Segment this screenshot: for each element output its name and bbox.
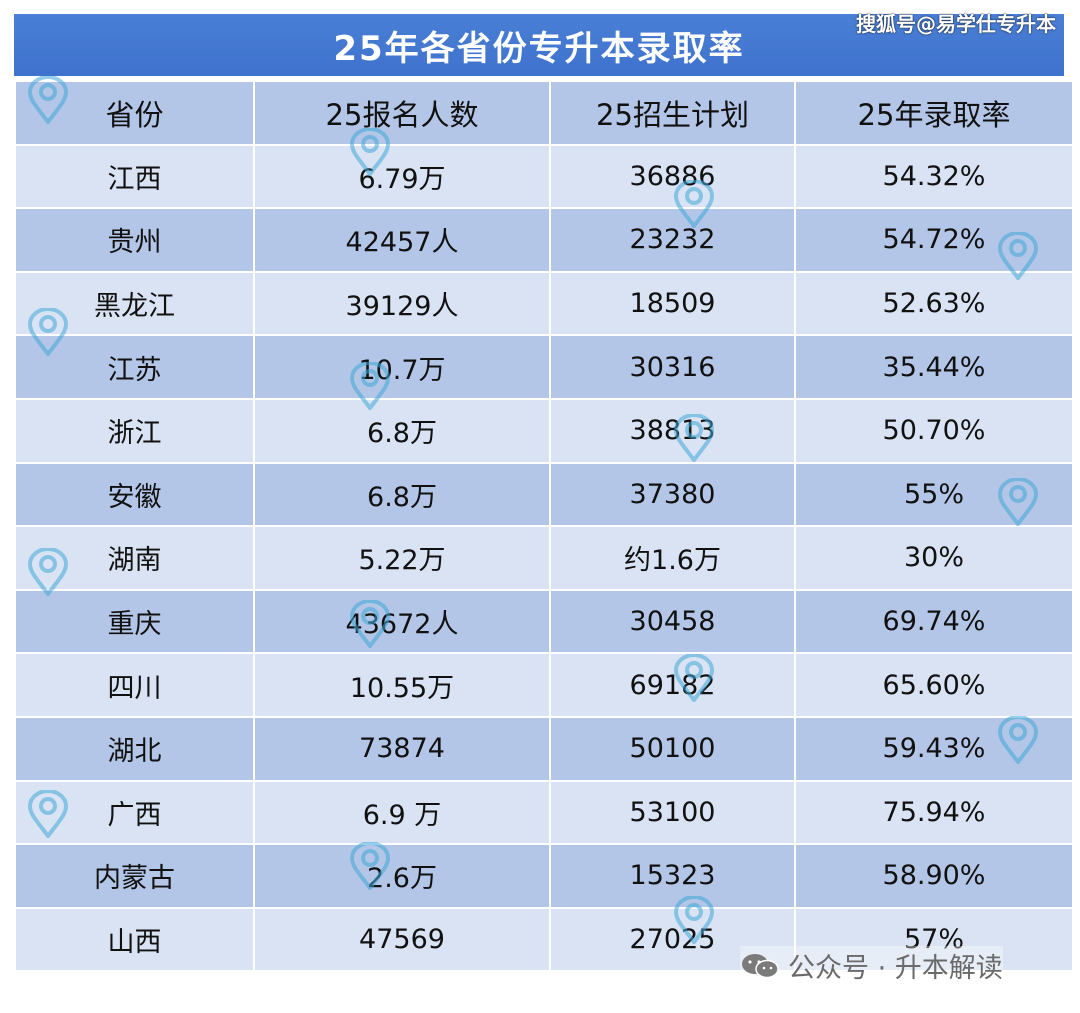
admission-rate-table: 省份 25报名人数 25招生计划 25年录取率 江西 6.79万 36886 54.3… — [14, 80, 1074, 973]
table-cell: 69182 — [549, 652, 796, 718]
table-cell: 39129人 — [253, 270, 551, 337]
table-cell: 54.72% — [794, 207, 1074, 273]
table-cell: 2.6万 — [253, 843, 551, 909]
table-cell: 43672人 — [253, 588, 551, 655]
table-row: 安徽 6.8万 37380 55% — [14, 461, 1074, 528]
table-cell: 10.55万 — [253, 652, 551, 718]
table-cell: 30458 — [549, 588, 796, 655]
table-row: 广西 6.9 万 53100 75.94% — [14, 779, 1074, 846]
table-cell: 35.44% — [794, 334, 1074, 400]
table-cell: 36886 — [549, 143, 796, 210]
table-cell: 50100 — [549, 715, 796, 782]
table-row: 湖北 73874 50100 59.43% — [14, 715, 1074, 782]
table-cell: 贵州 — [14, 207, 255, 273]
table-cell: 山西 — [14, 906, 255, 973]
table-cell: 6.9 万 — [253, 779, 551, 846]
table-cell: 四川 — [14, 652, 255, 718]
table-cell: 54.32% — [794, 143, 1074, 210]
table-row: 江苏 10.7万 30316 35.44% — [14, 334, 1074, 400]
wechat-icon — [742, 953, 779, 978]
table-cell: 内蒙古 — [14, 843, 255, 909]
table-row: 内蒙古 2.6万 15323 58.90% — [14, 843, 1074, 909]
table-title: 25年各省份专升本录取率 — [14, 14, 1064, 76]
header-cell: 25年录取率 — [794, 80, 1074, 146]
table-title-text: 25年各省份专升本录取率 — [333, 28, 745, 69]
table-cell: 58.90% — [794, 843, 1074, 909]
table-row: 江西 6.79万 36886 54.32% — [14, 143, 1074, 210]
table-row: 重庆 43672人 30458 69.74% — [14, 588, 1074, 655]
table-cell: 55% — [794, 461, 1074, 528]
table-cell: 52.63% — [794, 270, 1074, 337]
table-cell: 6.8万 — [253, 461, 551, 528]
table-cell: 23232 — [549, 207, 796, 273]
table-cell: 江苏 — [14, 334, 255, 400]
table-cell: 30% — [794, 525, 1074, 591]
table-cell: 6.79万 — [253, 143, 551, 210]
table-cell: 42457人 — [253, 207, 551, 273]
table-row: 贵州 42457人 23232 54.72% — [14, 207, 1074, 273]
table-cell: 38813 — [549, 397, 796, 464]
table-cell: 59.43% — [794, 715, 1074, 782]
table-cell: 湖南 — [14, 525, 255, 591]
header-cell: 25报名人数 — [253, 80, 551, 146]
table-row: 山西 47569 27025 57% — [14, 906, 1074, 973]
table-cell: 湖北 — [14, 715, 255, 782]
table-cell: 广西 — [14, 779, 255, 846]
table-cell: 65.60% — [794, 652, 1074, 718]
table-row: 浙江 6.8万 38813 50.70% — [14, 397, 1074, 464]
table-cell: 6.8万 — [253, 397, 551, 464]
table-cell: 75.94% — [794, 779, 1074, 846]
table-cell: 5.22万 — [253, 525, 551, 591]
table-row: 四川 10.55万 69182 65.60% — [14, 652, 1074, 718]
table-cell: 重庆 — [14, 588, 255, 655]
source-credit: 搜狐号@易学仕专升本 — [856, 12, 1056, 36]
table-cell: 30316 — [549, 334, 796, 400]
table-row: 湖南 5.22万 约1.6万 30% — [14, 525, 1074, 591]
table-cell: 50.70% — [794, 397, 1074, 464]
table-cell: 约1.6万 — [549, 525, 796, 591]
table-cell: 37380 — [549, 461, 796, 528]
header-cell: 省份 — [14, 80, 255, 146]
wechat-watermark: 公众号 · 升本解读 — [740, 946, 1003, 985]
table-cell: 57% — [794, 906, 1074, 973]
table-cell: 黑龙江 — [14, 270, 255, 337]
table-cell: 安徽 — [14, 461, 255, 528]
table-cell: 47569 — [253, 906, 551, 973]
table-row: 黑龙江 39129人 18509 52.63% — [14, 270, 1074, 337]
header-cell: 25招生计划 — [549, 80, 796, 146]
table-cell: 73874 — [253, 715, 551, 782]
table-cell: 69.74% — [794, 588, 1074, 655]
table-cell: 15323 — [549, 843, 796, 909]
table-cell: 浙江 — [14, 397, 255, 464]
table-cell: 江西 — [14, 143, 255, 210]
table-cell: 53100 — [549, 779, 796, 846]
table-header-row: 省份 25报名人数 25招生计划 25年录取率 — [14, 80, 1074, 146]
table-cell: 10.7万 — [253, 334, 551, 400]
table-cell: 18509 — [549, 270, 796, 337]
watermark-text: 公众号 · 升本解读 — [788, 953, 1003, 984]
